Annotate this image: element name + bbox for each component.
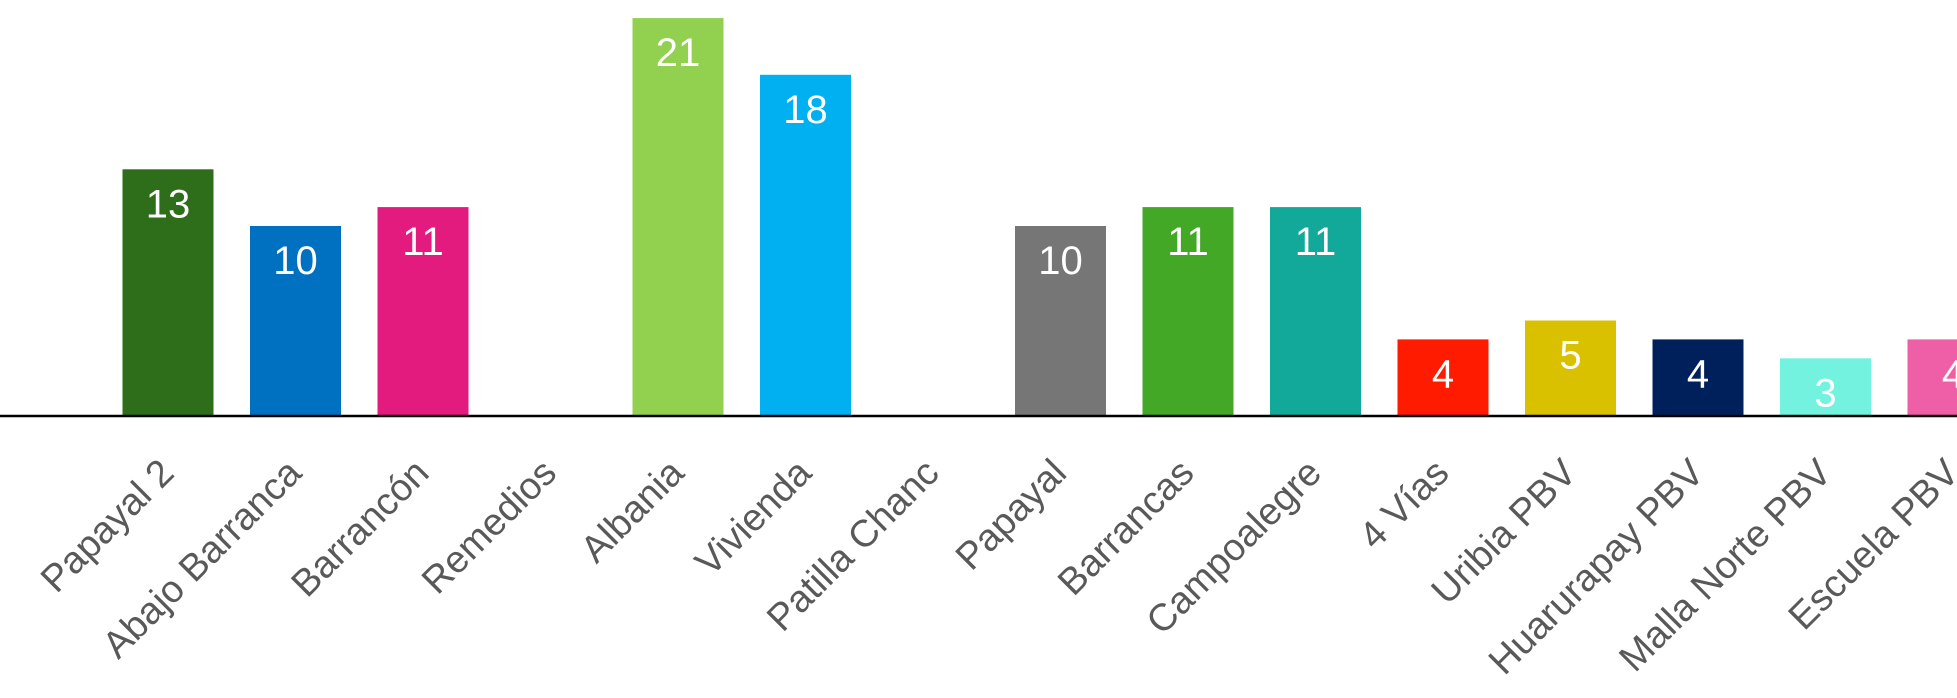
bar-11 [1525, 320, 1616, 415]
bar-7 [1015, 226, 1106, 415]
data-label-5: 18 [783, 88, 828, 132]
bar-5 [760, 74, 851, 416]
data-label-4: 21 [656, 31, 701, 75]
data-label-0: 13 [146, 182, 191, 226]
bar-9 [1270, 207, 1361, 415]
bar-4 [632, 18, 724, 415]
category-label-5: Vivienda [688, 451, 821, 584]
bar-13 [1780, 358, 1871, 415]
bar-0 [122, 169, 214, 415]
data-label-11: 5 [1559, 334, 1581, 378]
category-label-7: Papayal [948, 452, 1075, 579]
data-label-7: 10 [1038, 239, 1083, 283]
bar-12 [1652, 339, 1744, 415]
data-label-8: 11 [1167, 220, 1209, 264]
category-label-3: Remedios [414, 452, 565, 603]
bar-10 [1397, 339, 1489, 415]
category-label-2: Barrancón [284, 452, 438, 606]
category-label-4: Albania [573, 451, 693, 571]
data-label-9: 11 [1295, 220, 1337, 264]
data-label-14: 4 [1942, 352, 1957, 396]
data-label-2: 11 [402, 220, 444, 264]
bar-1 [250, 226, 341, 415]
bar-2 [377, 207, 469, 415]
bar-14 [1907, 339, 1957, 415]
data-label-1: 10 [273, 239, 318, 283]
category-label-13: Malla Norte PBV [1612, 451, 1841, 680]
data-label-13: 3 [1814, 371, 1836, 415]
data-label-12: 4 [1687, 352, 1709, 396]
data-label-10: 4 [1432, 352, 1454, 396]
category-label-10: 4 Vías [1351, 452, 1457, 558]
category-label-12: Huarurapay PBV [1481, 451, 1713, 683]
bar-8 [1142, 207, 1234, 415]
